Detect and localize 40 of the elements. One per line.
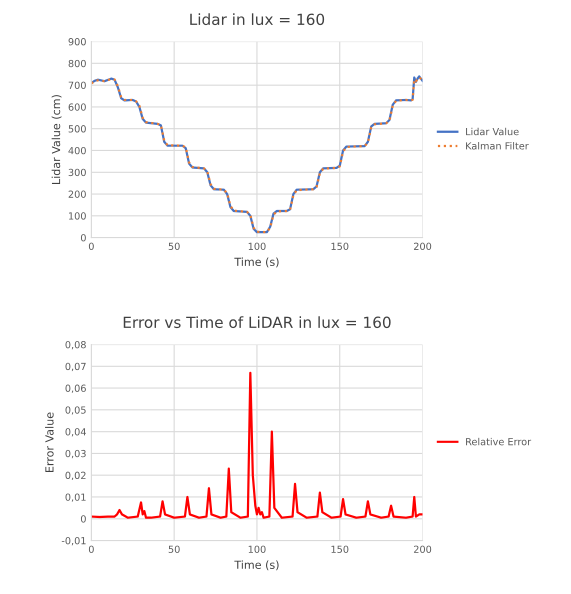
x-tick-label: 150 <box>332 242 348 250</box>
y-tick-label: 0,01 <box>65 493 86 502</box>
y-tick-label: 800 <box>68 60 86 68</box>
chart-title: Error vs Time of LiDAR in lux = 160 <box>124 316 391 328</box>
chart-title: Lidar in lux = 160 <box>190 13 324 26</box>
y-tick-label: 0,03 <box>65 450 86 458</box>
x-axis-title: Time (s) <box>234 560 279 570</box>
y-tick-label: 200 <box>68 190 86 198</box>
y-tick-label: 900 <box>68 38 86 46</box>
x-axis-title: Time (s) <box>234 257 279 268</box>
x-tick-label: 150 <box>332 546 348 553</box>
y-axis-title: Error Value <box>45 412 54 472</box>
x-tick-label: 50 <box>168 546 180 553</box>
x-tick-label: 0 <box>88 546 94 553</box>
x-tick-label: 200 <box>414 242 432 250</box>
legend-label: Lidar Value <box>466 128 519 136</box>
y-tick-label: 600 <box>68 103 86 111</box>
line-series <box>91 372 423 519</box>
y-tick-label: 700 <box>68 82 86 89</box>
legend-label: Kalman Filter <box>466 142 529 150</box>
y-tick-label: 100 <box>69 212 86 220</box>
y-tick-label: 0,07 <box>65 362 86 372</box>
y-tick-label: 0 <box>80 515 86 523</box>
x-tick-label: 50 <box>168 242 180 250</box>
y-axis-title: Lidar Value (cm) <box>52 95 62 184</box>
y-tick-label: 0,08 <box>65 341 86 350</box>
x-tick-label: 200 <box>414 546 432 553</box>
y-tick-label: 0,06 <box>65 384 86 393</box>
y-tick-label: 0,04 <box>65 428 86 436</box>
y-tick-label: 500 <box>68 125 86 133</box>
y-tick-label: 0,02 <box>65 472 86 480</box>
x-tick-label: 100 <box>248 242 266 250</box>
y-tick-label: 0 <box>80 234 86 242</box>
x-tick-label: 100 <box>248 546 266 553</box>
x-tick-label: 0 <box>88 242 94 250</box>
y-tick-label: 300 <box>68 168 86 176</box>
y-tick-label: 400 <box>68 146 86 154</box>
y-tick-label: 0,05 <box>65 406 86 415</box>
legend-label: Relative Error <box>466 438 532 446</box>
y-tick-label: -0,01 <box>62 537 86 546</box>
